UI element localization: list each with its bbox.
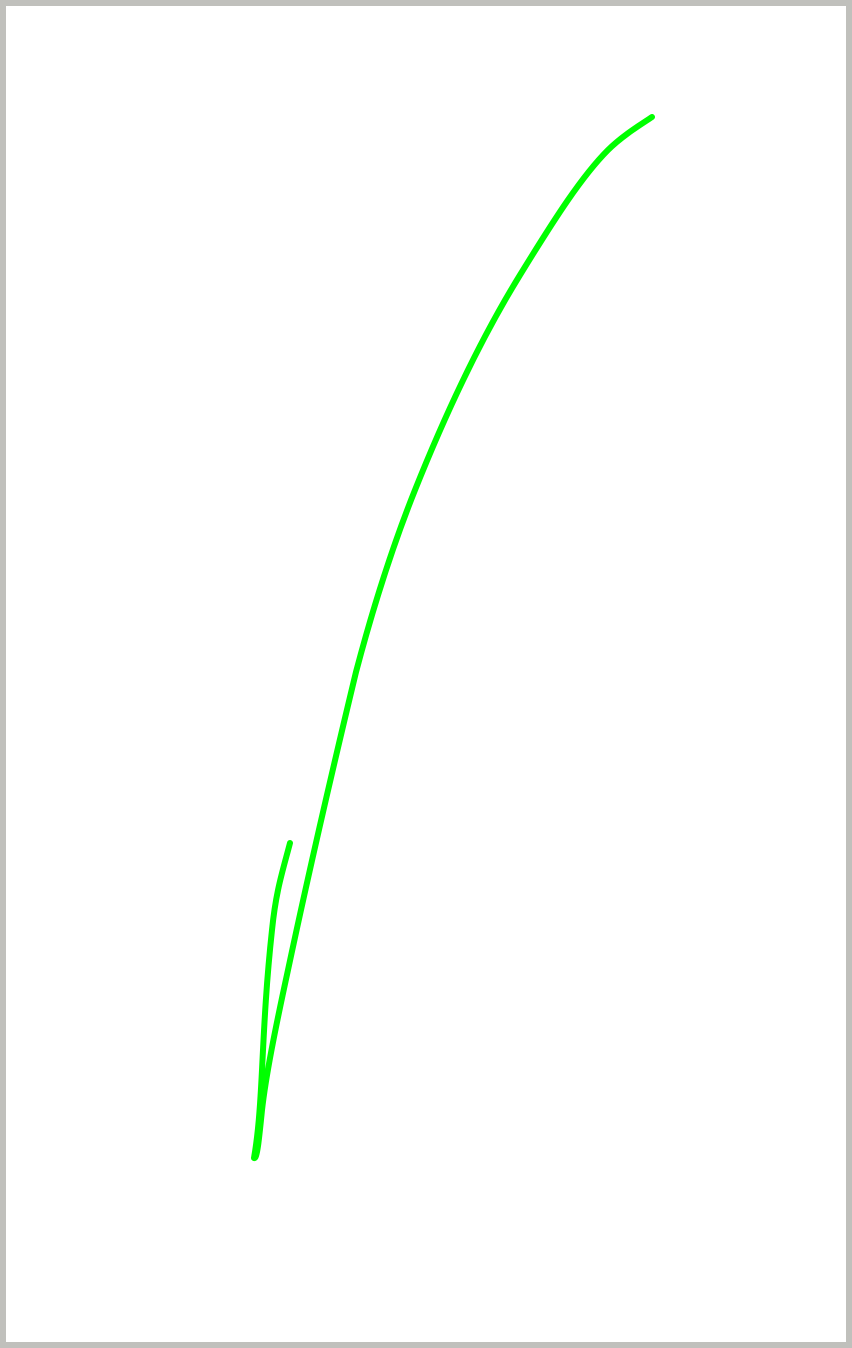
green-pen-stroke <box>251 114 655 1162</box>
